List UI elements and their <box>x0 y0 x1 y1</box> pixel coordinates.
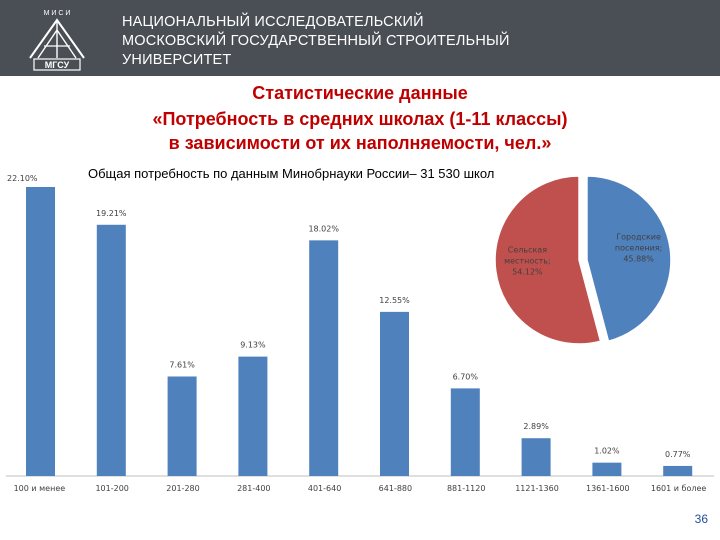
category-label-1: 100 и менее <box>14 484 66 493</box>
chart-subtitle: Общая потребность по данным Минобрнауки … <box>88 166 495 181</box>
university-name: НАЦИОНАЛЬНЫЙ ИССЛЕДОВАТЕЛЬСКИЙ МОСКОВСКИ… <box>122 13 510 70</box>
bar-value-label-1: 22.10% <box>7 174 38 183</box>
category-label-9: 1361-1600 <box>586 484 630 493</box>
bar-10 <box>663 465 693 476</box>
logo-text: МГСУ <box>45 60 70 70</box>
bar-value-label-2: 19.21% <box>96 209 127 218</box>
header-bar: М И С И МГСУ НАЦИОНАЛЬНЫЙ ИССЛЕДОВАТЕЛЬС… <box>0 0 720 76</box>
category-label-10: 1601 и более <box>651 484 707 493</box>
bar-5 <box>309 240 339 476</box>
category-label-5: 401-640 <box>308 484 341 493</box>
category-label-8: 1121-1360 <box>515 484 559 493</box>
bar-2 <box>96 224 126 476</box>
category-label-2: 101-200 <box>95 484 128 493</box>
bar-value-label-10: 0.77% <box>665 450 691 459</box>
university-logo-icon: М И С И МГСУ <box>29 10 85 71</box>
bar-8 <box>521 438 551 476</box>
pie-label-2: Сельская местность; 54.12% <box>504 246 551 277</box>
bar-value-label-7: 6.70% <box>453 372 479 381</box>
bar-value-label-6: 12.55% <box>379 296 410 305</box>
page-number: 36 <box>694 512 708 526</box>
slide-title-line-2: «Потребность в средних школах (1-11 клас… <box>152 109 568 129</box>
bar-value-label-5: 18.02% <box>308 224 339 233</box>
pie-slice-2 <box>494 175 602 345</box>
university-name-line-3: УНИВЕРСИТЕТ <box>122 52 232 68</box>
bar-4 <box>238 356 268 476</box>
bar-value-label-8: 2.89% <box>523 422 549 431</box>
category-label-3: 201-280 <box>166 484 199 493</box>
slide-title-line-3: в зависимости от их наполняемости, чел.» <box>168 133 552 153</box>
pie-label-1: Городские поселения; 45.88% <box>615 232 662 263</box>
bar-value-label-4: 9.13% <box>240 341 266 350</box>
category-label-7: 881-1120 <box>447 484 486 493</box>
category-label-4: 281-400 <box>237 484 270 493</box>
bar-value-label-3: 7.61% <box>169 360 195 369</box>
university-name-line-1: НАЦИОНАЛЬНЫЙ ИССЛЕДОВАТЕЛЬСКИЙ <box>122 14 424 30</box>
logo-letters: М И С И <box>44 10 71 17</box>
bar-7 <box>450 388 480 476</box>
bar-value-label-9: 1.02% <box>594 447 620 456</box>
university-name-line-2: МОСКОВСКИЙ ГОСУДАРСТВЕННЫЙ СТРОИТЕЛЬНЫЙ <box>122 33 510 49</box>
category-label-6: 641-880 <box>379 484 412 493</box>
pie-slice-1 <box>586 175 672 343</box>
bar-9 <box>592 462 622 476</box>
slide-title: Статистические данные <box>252 83 468 103</box>
bar-3 <box>167 376 197 476</box>
bar-1 <box>26 187 55 476</box>
bar-6 <box>380 311 409 476</box>
